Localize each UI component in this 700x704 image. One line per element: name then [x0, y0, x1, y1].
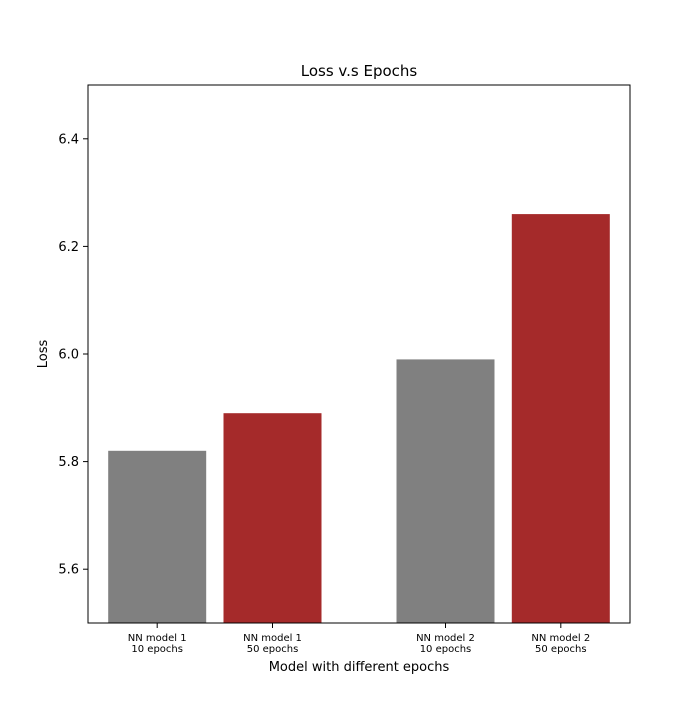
x-tick-label: NN model 1 50 epochs [243, 633, 302, 655]
y-axis-label: Loss [36, 340, 51, 369]
bars-group [108, 214, 610, 623]
x-axis-ticks: NN model 1 10 epochs NN model 1 50 epochs NN… [128, 623, 590, 655]
y-tick-label: 6.0 [58, 348, 79, 363]
x-tick-label: NN model 2 50 epochs [531, 633, 590, 655]
y-tick-label: 5.6 [58, 563, 79, 578]
x-tick-label: NN model 1 10 epochs [128, 633, 187, 655]
y-tick-label: 5.8 [58, 455, 79, 470]
bar-1 [108, 450, 207, 623]
y-axis-ticks: 5.6 5.8 6.0 6.2 6.4 [58, 132, 88, 578]
y-tick-label: 6.2 [58, 240, 79, 255]
bar-3 [396, 359, 495, 623]
y-tick-label: 6.4 [58, 132, 79, 147]
bar-2 [223, 413, 322, 623]
x-tick-label: NN model 2 10 epochs [416, 633, 475, 655]
x-axis-label: Model with different epochs [269, 660, 450, 675]
bar-4 [511, 214, 610, 623]
chart-title: Loss v.s Epochs [301, 62, 418, 80]
